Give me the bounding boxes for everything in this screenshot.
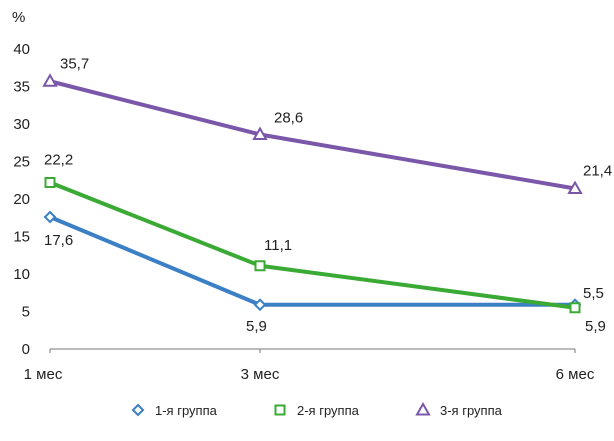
y-axis: 0 5 10 15 20 25 30 35 40 <box>13 41 30 358</box>
y-tick-label: 0 <box>22 341 30 358</box>
data-point-diamond <box>43 210 57 224</box>
legend-label: 2-я группа <box>297 403 360 418</box>
legend-label: 1-я группа <box>155 403 218 418</box>
y-tick-label: 20 <box>13 191 30 208</box>
data-point-square <box>274 404 286 416</box>
data-label: 35,7 <box>60 55 89 72</box>
series-layer: 17,6 5,9 5,9 22,2 11,1 5,5 35,7 28,6 21,4 <box>42 55 612 335</box>
x-tick-label: 6 мес <box>556 366 595 383</box>
data-label: 5,9 <box>585 318 606 335</box>
data-point-triangle <box>42 73 58 87</box>
legend-item: 3-я группа <box>415 401 503 418</box>
series-line <box>48 180 577 310</box>
data-label: 5,5 <box>583 285 604 302</box>
data-label: 17,6 <box>44 232 73 249</box>
y-tick-label: 15 <box>13 229 30 246</box>
y-tick-label: 5 <box>22 304 30 321</box>
y-tick-label: 35 <box>13 79 30 96</box>
y-axis-unit-label: % <box>12 9 25 26</box>
y-tick-label: 25 <box>13 154 30 171</box>
y-tick-label: 10 <box>13 266 30 283</box>
data-point-triangle <box>567 180 583 194</box>
data-label: 21,4 <box>583 163 612 180</box>
y-tick-label: 40 <box>13 41 30 58</box>
data-point-diamond <box>131 403 145 417</box>
data-point-square <box>44 177 56 188</box>
data-label: 28,6 <box>274 110 303 127</box>
data-label: 5,9 <box>246 318 267 335</box>
x-axis: 1 мес 3 мес 6 мес <box>24 348 595 383</box>
series-2: 22,2 11,1 5,5 <box>44 152 604 314</box>
series-line <box>48 215 577 307</box>
x-tick-label: 3 мес <box>241 366 280 383</box>
data-label: 11,1 <box>264 237 292 254</box>
data-point-square <box>254 260 266 272</box>
series-line <box>48 79 577 191</box>
legend: 1-я группа 2-я группа 3-я группа <box>131 401 503 418</box>
series-3: 35,7 28,6 21,4 <box>42 55 612 194</box>
legend-label: 3-я группа <box>440 403 503 418</box>
legend-item: 2-я группа <box>274 403 360 418</box>
data-label: 22,2 <box>44 152 73 169</box>
data-point-diamond <box>253 298 267 312</box>
y-tick-label: 30 <box>13 116 30 133</box>
legend-item: 1-я группа <box>131 403 218 418</box>
data-point-triangle <box>415 401 431 416</box>
data-point-triangle <box>252 126 268 140</box>
x-tick-label: 1 мес <box>24 366 63 383</box>
data-point-square <box>569 302 581 314</box>
